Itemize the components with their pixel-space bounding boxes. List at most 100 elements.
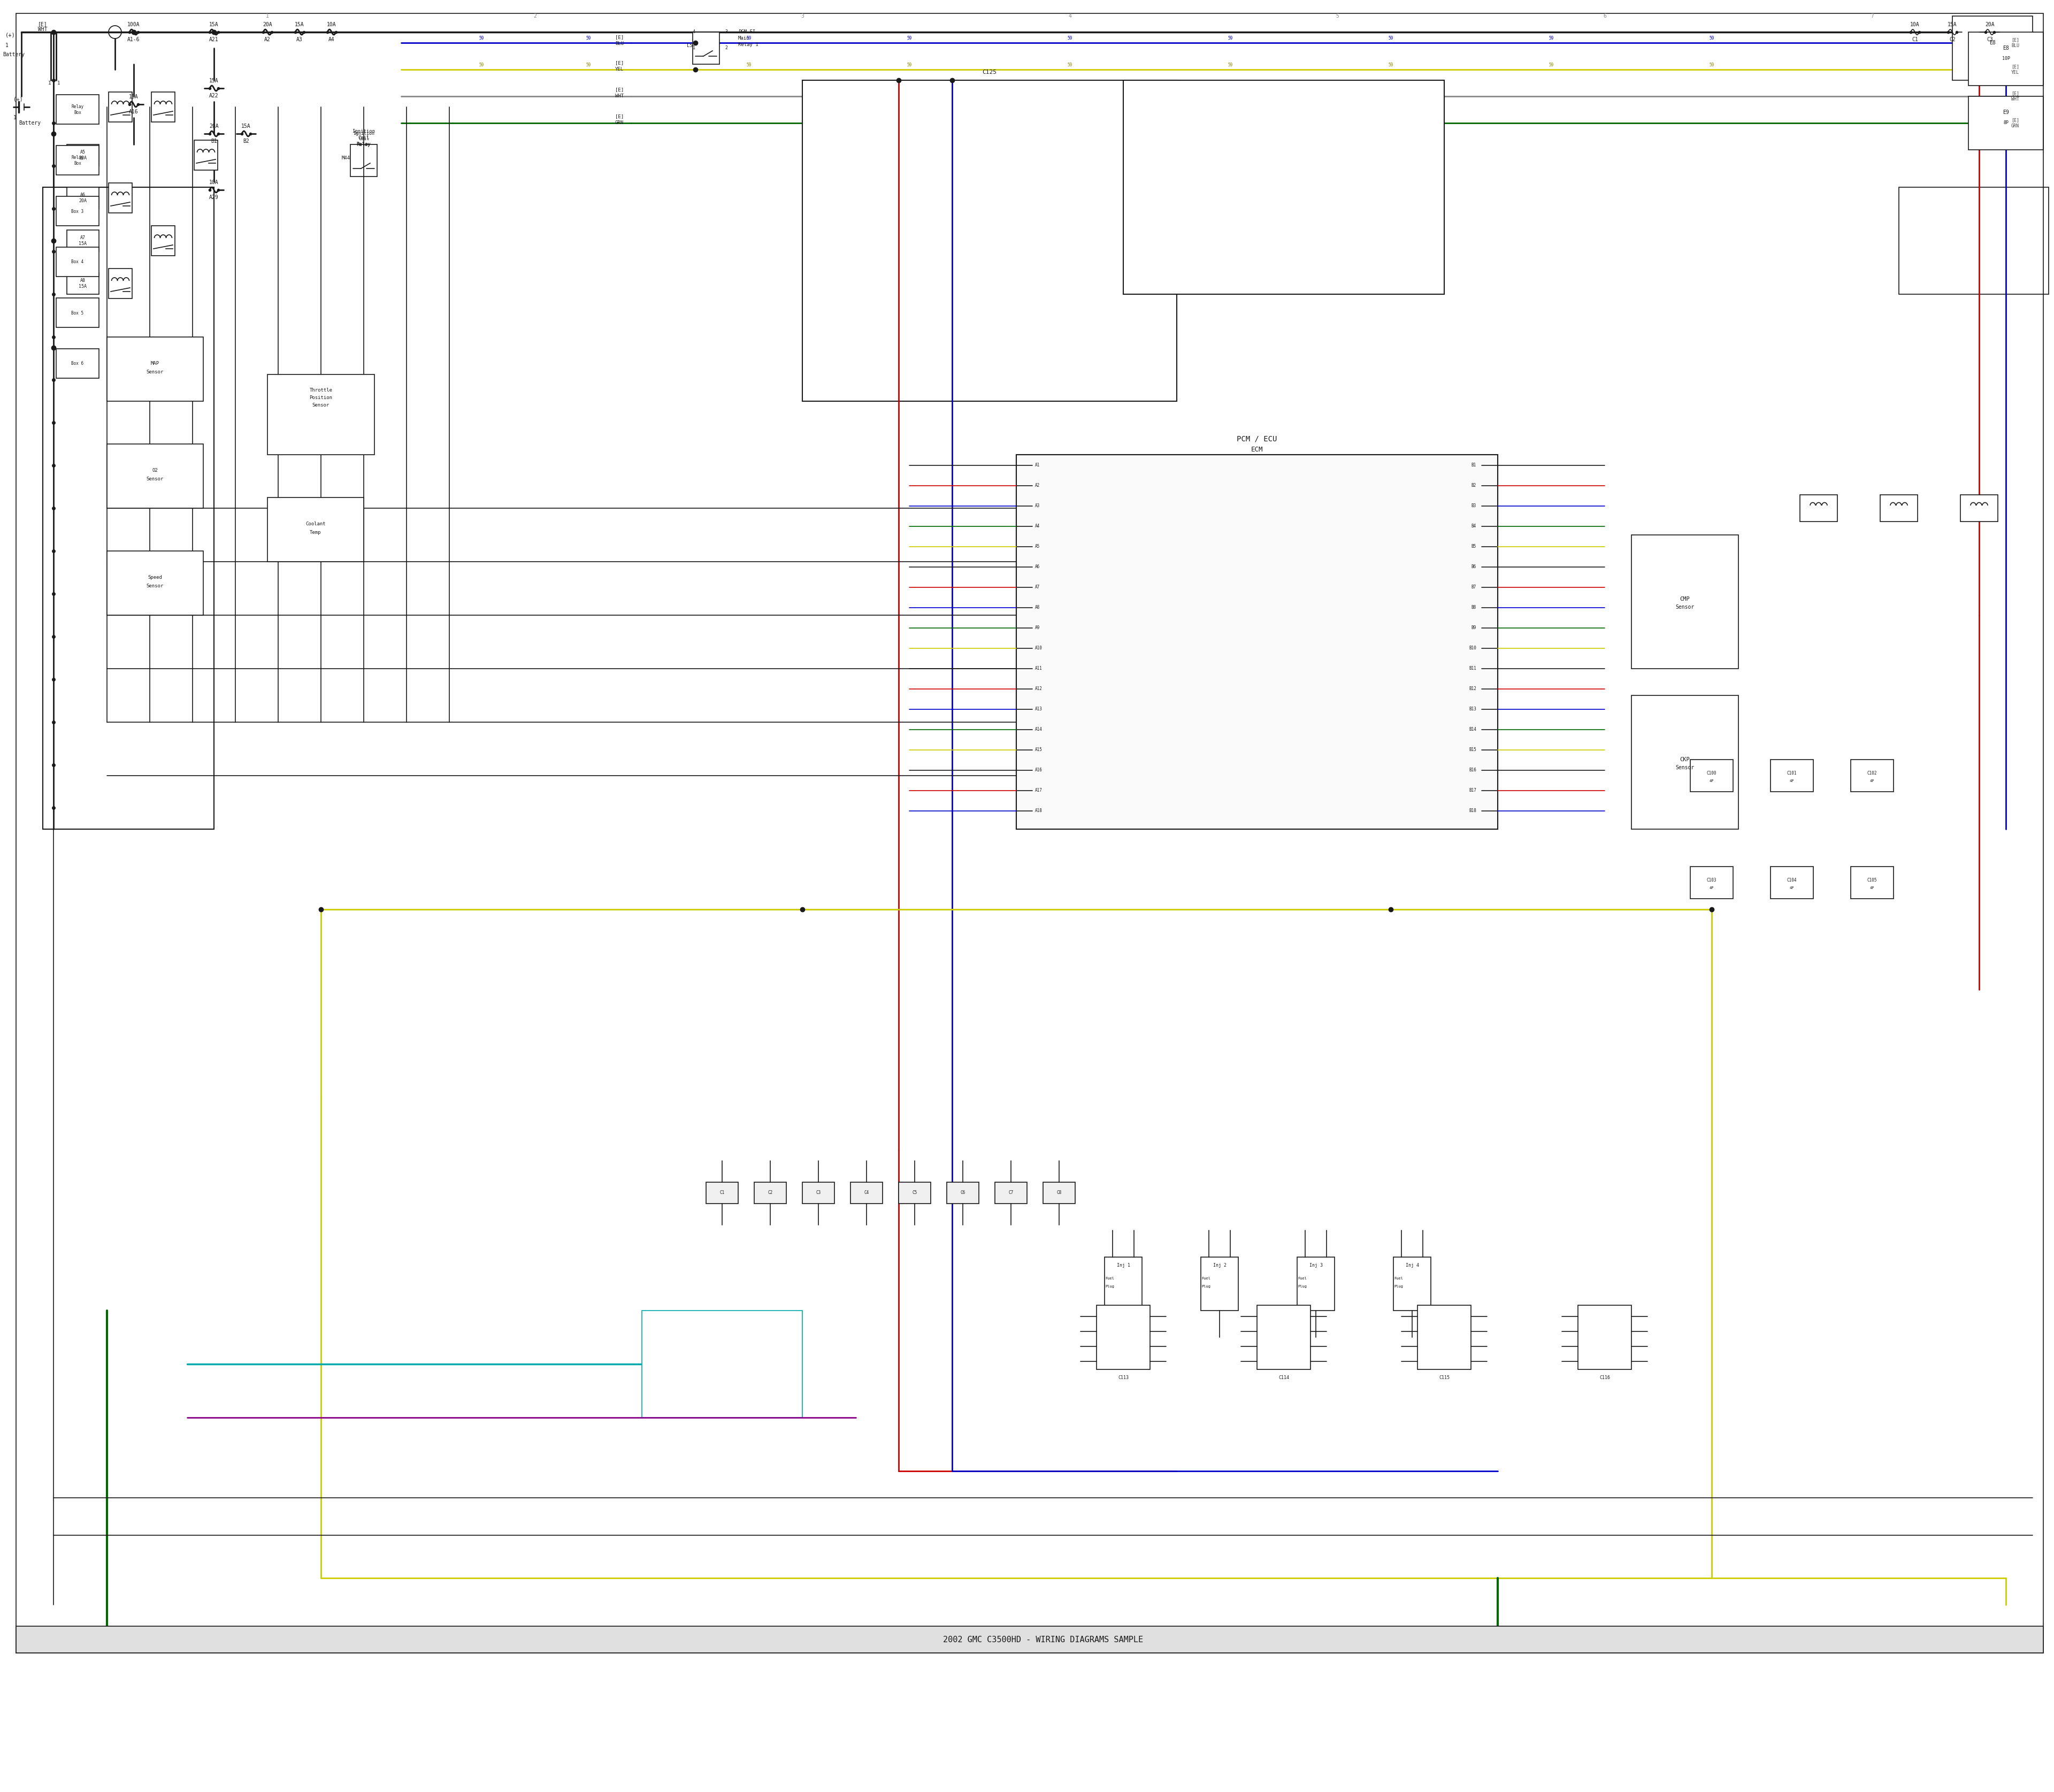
Text: 59: 59 <box>1228 36 1232 41</box>
Text: C2: C2 <box>1949 38 1955 43</box>
Bar <box>1690 867 1734 898</box>
Text: A12: A12 <box>1035 686 1043 692</box>
Text: B18: B18 <box>1469 808 1477 814</box>
Bar <box>1968 32 2044 86</box>
Text: Box 4: Box 4 <box>72 260 84 265</box>
Text: B3: B3 <box>1471 504 1477 509</box>
Text: [E]: [E] <box>614 88 624 91</box>
Text: MAP: MAP <box>150 362 160 366</box>
Bar <box>55 95 99 124</box>
Text: A7: A7 <box>1035 584 1039 590</box>
Text: WHT: WHT <box>614 93 624 99</box>
Text: 10A: 10A <box>327 22 337 27</box>
Text: 4P: 4P <box>1789 887 1795 889</box>
Text: A10: A10 <box>1035 645 1043 650</box>
Text: Inj 2: Inj 2 <box>1212 1263 1226 1267</box>
Text: WHT: WHT <box>39 27 47 32</box>
Bar <box>1953 16 2033 81</box>
Bar <box>1577 1305 1631 1369</box>
Bar <box>109 183 131 213</box>
Text: B14: B14 <box>1469 728 1477 733</box>
Text: 59: 59 <box>1389 63 1393 68</box>
Text: A5
30A: A5 30A <box>78 151 86 159</box>
Bar <box>43 186 214 830</box>
Bar <box>68 145 99 167</box>
Text: GRN: GRN <box>614 120 624 125</box>
Text: 2: 2 <box>534 13 536 18</box>
Text: Ignition: Ignition <box>351 129 376 133</box>
Text: C102: C102 <box>1867 771 1877 776</box>
Bar <box>109 269 131 299</box>
Text: 15A: 15A <box>129 95 138 100</box>
Text: 100A: 100A <box>127 22 140 27</box>
Text: 15A: 15A <box>1947 22 1957 27</box>
Text: B16: B16 <box>1469 769 1477 772</box>
Text: C114: C114 <box>1278 1374 1290 1380</box>
Text: 59: 59 <box>1228 63 1232 68</box>
Text: Position: Position <box>310 396 333 400</box>
Text: 59: 59 <box>1549 36 1553 41</box>
Text: [E]
GRN: [E] GRN <box>2011 118 2019 129</box>
Text: B11: B11 <box>1469 667 1477 670</box>
Text: 59: 59 <box>479 36 485 41</box>
Text: Fuel: Fuel <box>1298 1278 1306 1279</box>
Text: (+): (+) <box>6 32 14 38</box>
Text: 2002 GMC C3500HD - WIRING DIAGRAMS SAMPLE: 2002 GMC C3500HD - WIRING DIAGRAMS SAMPL… <box>943 1636 1144 1643</box>
Text: A4: A4 <box>329 38 335 43</box>
Text: Relay 1: Relay 1 <box>737 43 758 47</box>
Text: 10A: 10A <box>210 179 218 185</box>
Text: 4: 4 <box>692 30 696 34</box>
Text: C113: C113 <box>1117 1374 1128 1380</box>
Text: C2: C2 <box>768 1190 772 1195</box>
Text: BLU: BLU <box>614 41 624 47</box>
Bar <box>803 81 1177 401</box>
Bar <box>1043 1183 1074 1204</box>
Bar <box>994 1183 1027 1204</box>
Text: A16: A16 <box>129 109 138 115</box>
Text: C6: C6 <box>961 1190 965 1195</box>
Text: 59: 59 <box>746 36 752 41</box>
Text: Plug: Plug <box>1105 1285 1115 1288</box>
Text: A2: A2 <box>1035 484 1039 487</box>
Text: B12: B12 <box>1469 686 1477 692</box>
Text: B1: B1 <box>212 138 218 143</box>
Text: C125: C125 <box>982 70 996 75</box>
Bar <box>692 32 719 65</box>
Text: [E]: [E] <box>39 22 47 27</box>
Text: 3: 3 <box>801 13 803 18</box>
Text: B6: B6 <box>1471 564 1477 570</box>
Text: 59: 59 <box>1709 63 1715 68</box>
Bar <box>1105 1256 1142 1310</box>
Text: 59: 59 <box>908 63 912 68</box>
Bar <box>1017 455 1497 830</box>
Text: 5: 5 <box>1335 13 1339 18</box>
Bar <box>1799 495 1838 521</box>
Text: B2: B2 <box>1471 484 1477 487</box>
Text: C101: C101 <box>1787 771 1797 776</box>
Text: A1: A1 <box>1035 462 1039 468</box>
Text: Ignition
Coil
Relay: Ignition Coil Relay <box>353 131 374 147</box>
Text: B8: B8 <box>1471 606 1477 609</box>
Text: A14: A14 <box>1035 728 1043 733</box>
Bar <box>1017 455 1497 830</box>
Bar <box>267 498 364 561</box>
Bar <box>107 550 203 615</box>
Text: 4P: 4P <box>1869 887 1875 889</box>
Text: A21: A21 <box>210 38 218 43</box>
Text: 4P: 4P <box>1869 780 1875 783</box>
Text: A22: A22 <box>210 93 218 99</box>
Text: A11: A11 <box>1035 667 1043 670</box>
Text: B4: B4 <box>1471 523 1477 529</box>
Text: 4P: 4P <box>1709 887 1713 889</box>
Text: Coil: Coil <box>357 134 370 140</box>
Bar <box>1631 536 1738 668</box>
Text: Inj 1: Inj 1 <box>1117 1263 1130 1267</box>
Text: Coolant: Coolant <box>306 521 327 527</box>
Text: CMP: CMP <box>1680 597 1690 602</box>
Text: 7: 7 <box>1871 13 1873 18</box>
Text: B2: B2 <box>242 138 249 143</box>
Text: A8
15A: A8 15A <box>78 278 86 289</box>
Bar <box>1771 867 1814 898</box>
Text: 4P: 4P <box>1709 780 1713 783</box>
Bar <box>55 197 99 226</box>
